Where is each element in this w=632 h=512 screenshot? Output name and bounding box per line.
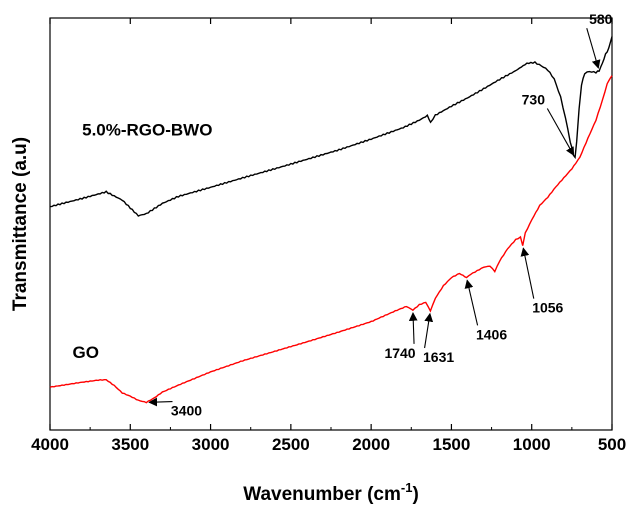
annotation-arrow-1406 bbox=[464, 279, 479, 326]
annotation-arrow-1740 bbox=[408, 312, 418, 344]
x-tick-label-2000: 2000 bbox=[352, 435, 390, 454]
x-tick-label-500: 500 bbox=[598, 435, 626, 454]
annotation-label-3400: 3400 bbox=[171, 403, 202, 419]
plot-frame bbox=[49, 17, 613, 431]
annotation-label-1406: 1406 bbox=[476, 326, 507, 342]
y-axis-title: Transmittance (a.u) bbox=[10, 137, 31, 311]
x-axis-title-close: ) bbox=[412, 484, 418, 505]
series-labels: 5.0%-RGO-BWO GO bbox=[72, 120, 212, 361]
annotation-label-580: 580 bbox=[589, 11, 613, 27]
x-tick-label-1500: 1500 bbox=[433, 435, 471, 454]
series-lines bbox=[49, 36, 613, 404]
series-label-go: GO bbox=[72, 343, 98, 362]
annotation-arrow-730 bbox=[546, 108, 575, 157]
x-tick-label-2500: 2500 bbox=[272, 435, 310, 454]
x-axis-title: Wavenumber (cm-1) bbox=[243, 480, 419, 505]
series-label-rgo-bwo: 5.0%-RGO-BWO bbox=[82, 120, 212, 139]
annotation-arrow-3400 bbox=[148, 397, 173, 407]
annotations: 580 730 1740 1631 1406 1056 3400 bbox=[148, 11, 613, 419]
series-line-rgo-bwo bbox=[49, 36, 613, 217]
annotation-label-1056: 1056 bbox=[532, 300, 563, 316]
annotation-label-730: 730 bbox=[522, 92, 546, 108]
annotation-arrow-1631 bbox=[424, 312, 434, 349]
annotation-arrow-1056 bbox=[520, 247, 535, 299]
annotation-label-1740: 1740 bbox=[384, 345, 415, 361]
x-tick-label-4000: 4000 bbox=[31, 435, 69, 454]
x-axis-tick-labels: 4000 3500 3000 2500 2000 1500 1000 500 bbox=[31, 435, 626, 454]
x-axis-ticks bbox=[49, 18, 613, 430]
x-tick-label-3500: 3500 bbox=[111, 435, 149, 454]
series-line-go bbox=[49, 75, 613, 404]
x-tick-label-1000: 1000 bbox=[513, 435, 551, 454]
annotation-arrow-580 bbox=[586, 28, 601, 69]
x-axis-title-superscript: -1 bbox=[401, 480, 413, 495]
x-tick-label-3000: 3000 bbox=[192, 435, 230, 454]
annotation-label-1631: 1631 bbox=[423, 349, 454, 365]
